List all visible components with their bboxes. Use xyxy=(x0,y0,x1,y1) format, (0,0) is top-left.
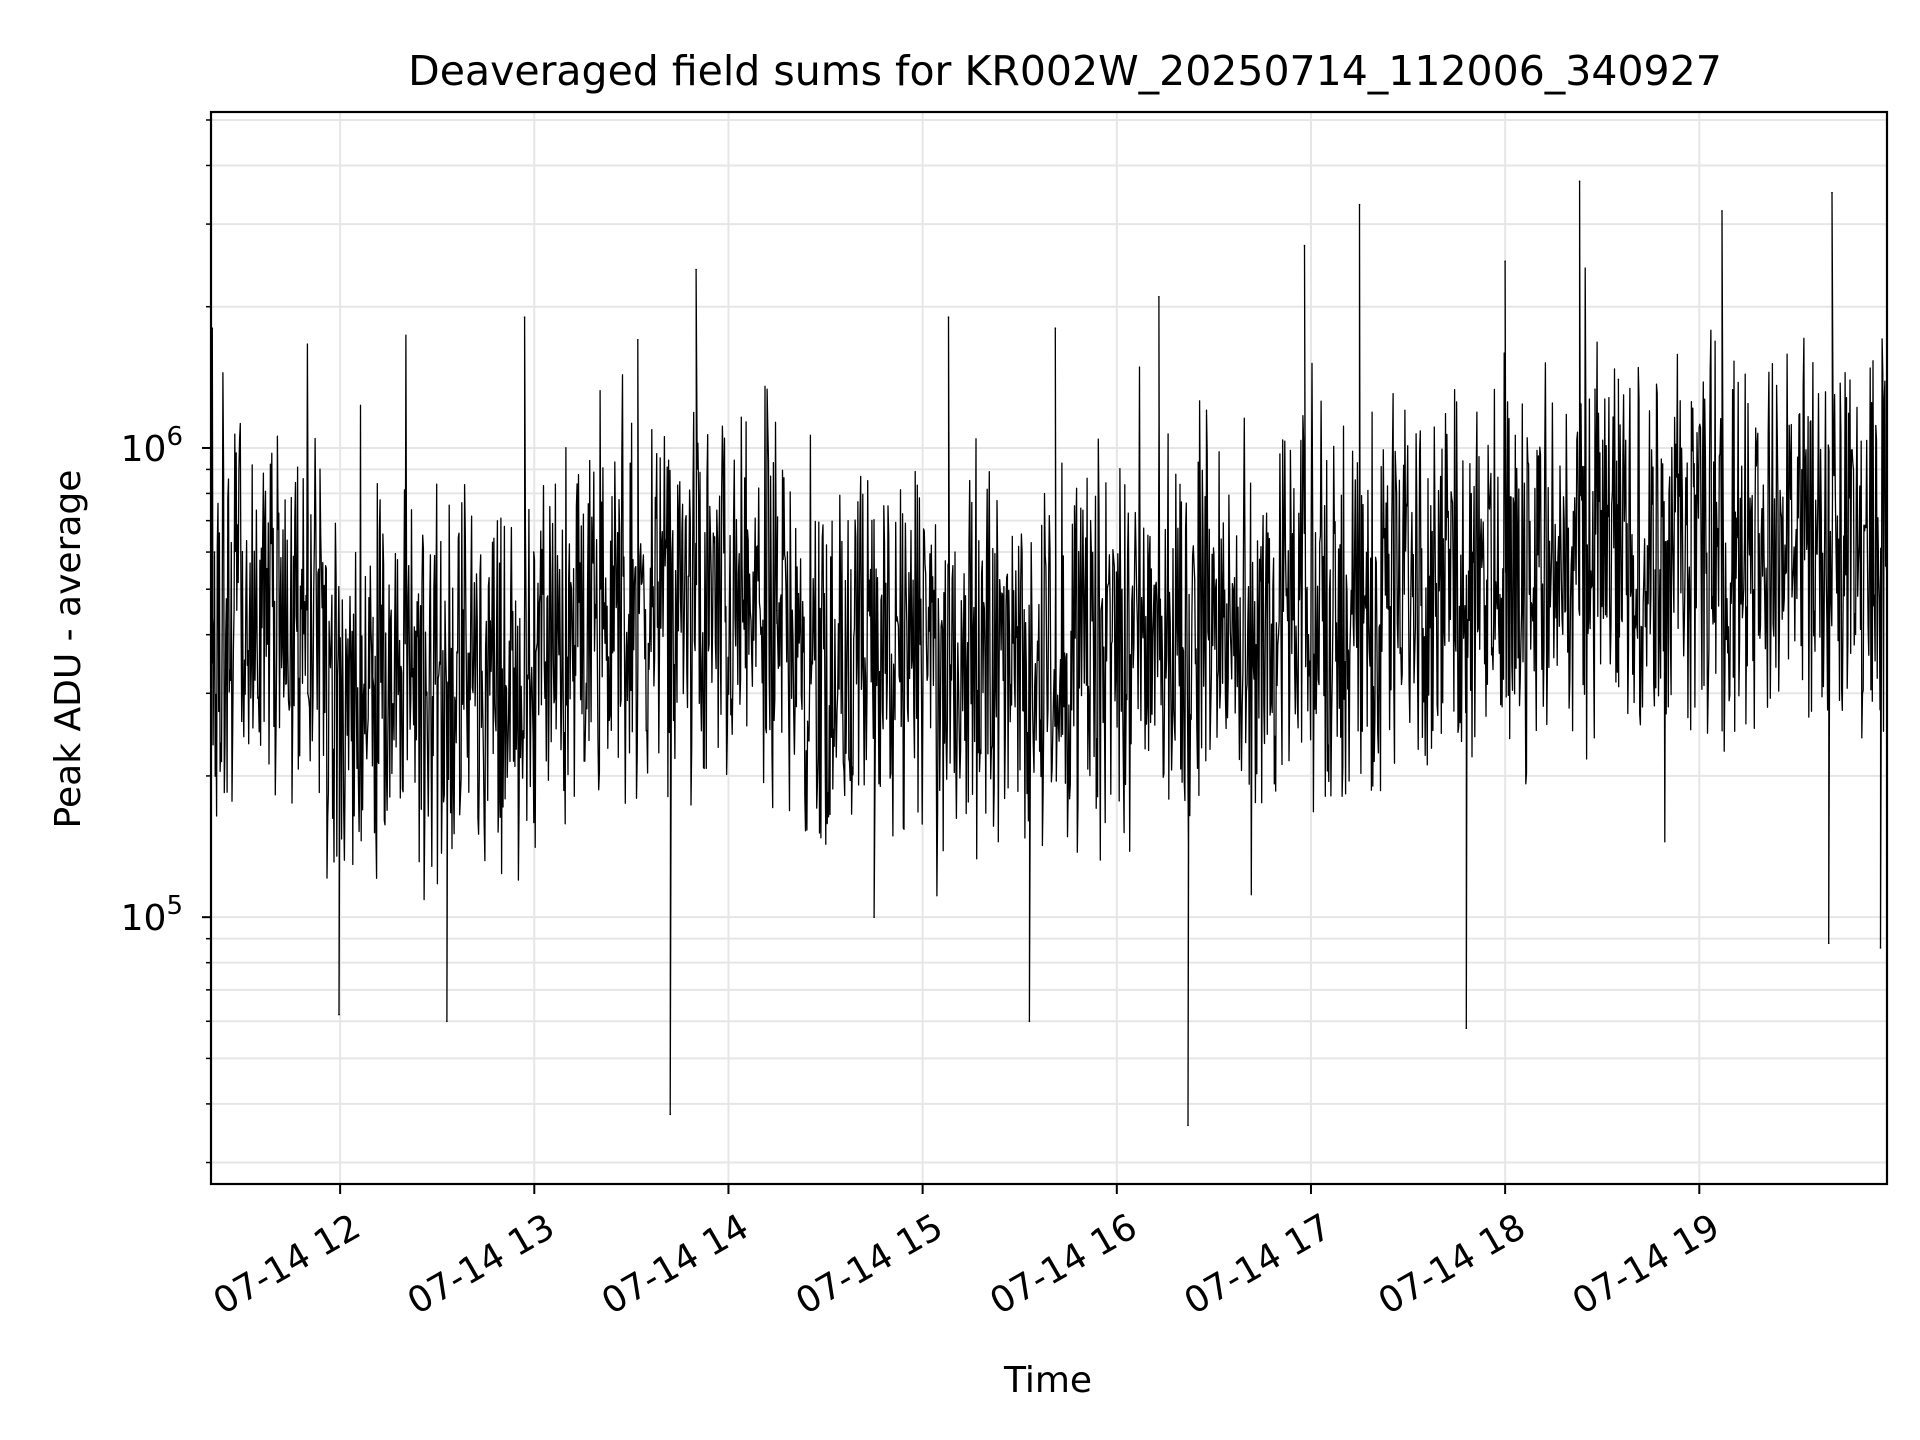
series-layer xyxy=(211,180,1887,1127)
data-point xyxy=(776,609,778,612)
x-axis-label: Time xyxy=(1003,1360,1092,1401)
data-point xyxy=(873,916,875,918)
data-point xyxy=(1028,1020,1031,1023)
data-point xyxy=(669,1113,672,1116)
data-point xyxy=(1721,210,1723,212)
data-point xyxy=(1213,551,1215,553)
y-tick-label: 105 xyxy=(121,891,183,939)
data-point xyxy=(637,339,639,341)
chart-title: Deaveraged field sums for KR002W_2025071… xyxy=(408,47,1722,95)
data-point xyxy=(446,1020,448,1023)
data-point xyxy=(1158,295,1160,298)
data-point xyxy=(1879,947,1882,949)
data-point xyxy=(338,1013,340,1016)
data-point xyxy=(532,551,535,553)
data-point xyxy=(1617,378,1620,381)
data-point xyxy=(1831,191,1833,194)
data-point xyxy=(1827,942,1830,945)
data-point xyxy=(1054,327,1057,329)
y-tick-label-exponent: 6 xyxy=(166,422,183,452)
y-tick-label-base: 10 xyxy=(121,898,167,939)
y-axis-label: Peak ADU - average xyxy=(48,470,89,829)
data-point xyxy=(306,692,309,695)
series-line xyxy=(211,180,1887,1127)
data-point xyxy=(1578,180,1581,183)
data-point xyxy=(695,268,697,271)
data-point xyxy=(1303,244,1306,247)
data-point xyxy=(947,316,950,318)
data-point xyxy=(1504,260,1506,263)
data-point xyxy=(1187,1124,1189,1127)
data-point xyxy=(371,673,374,675)
data-point xyxy=(213,551,216,553)
data-point xyxy=(1465,1027,1468,1029)
data-point xyxy=(523,316,526,318)
y-tick-label: 106 xyxy=(121,422,183,470)
y-tick-label-exponent: 5 xyxy=(166,891,183,921)
plot-frame xyxy=(209,110,1889,1186)
data-point xyxy=(1358,203,1361,206)
y-tick-label-base: 10 xyxy=(121,429,167,470)
